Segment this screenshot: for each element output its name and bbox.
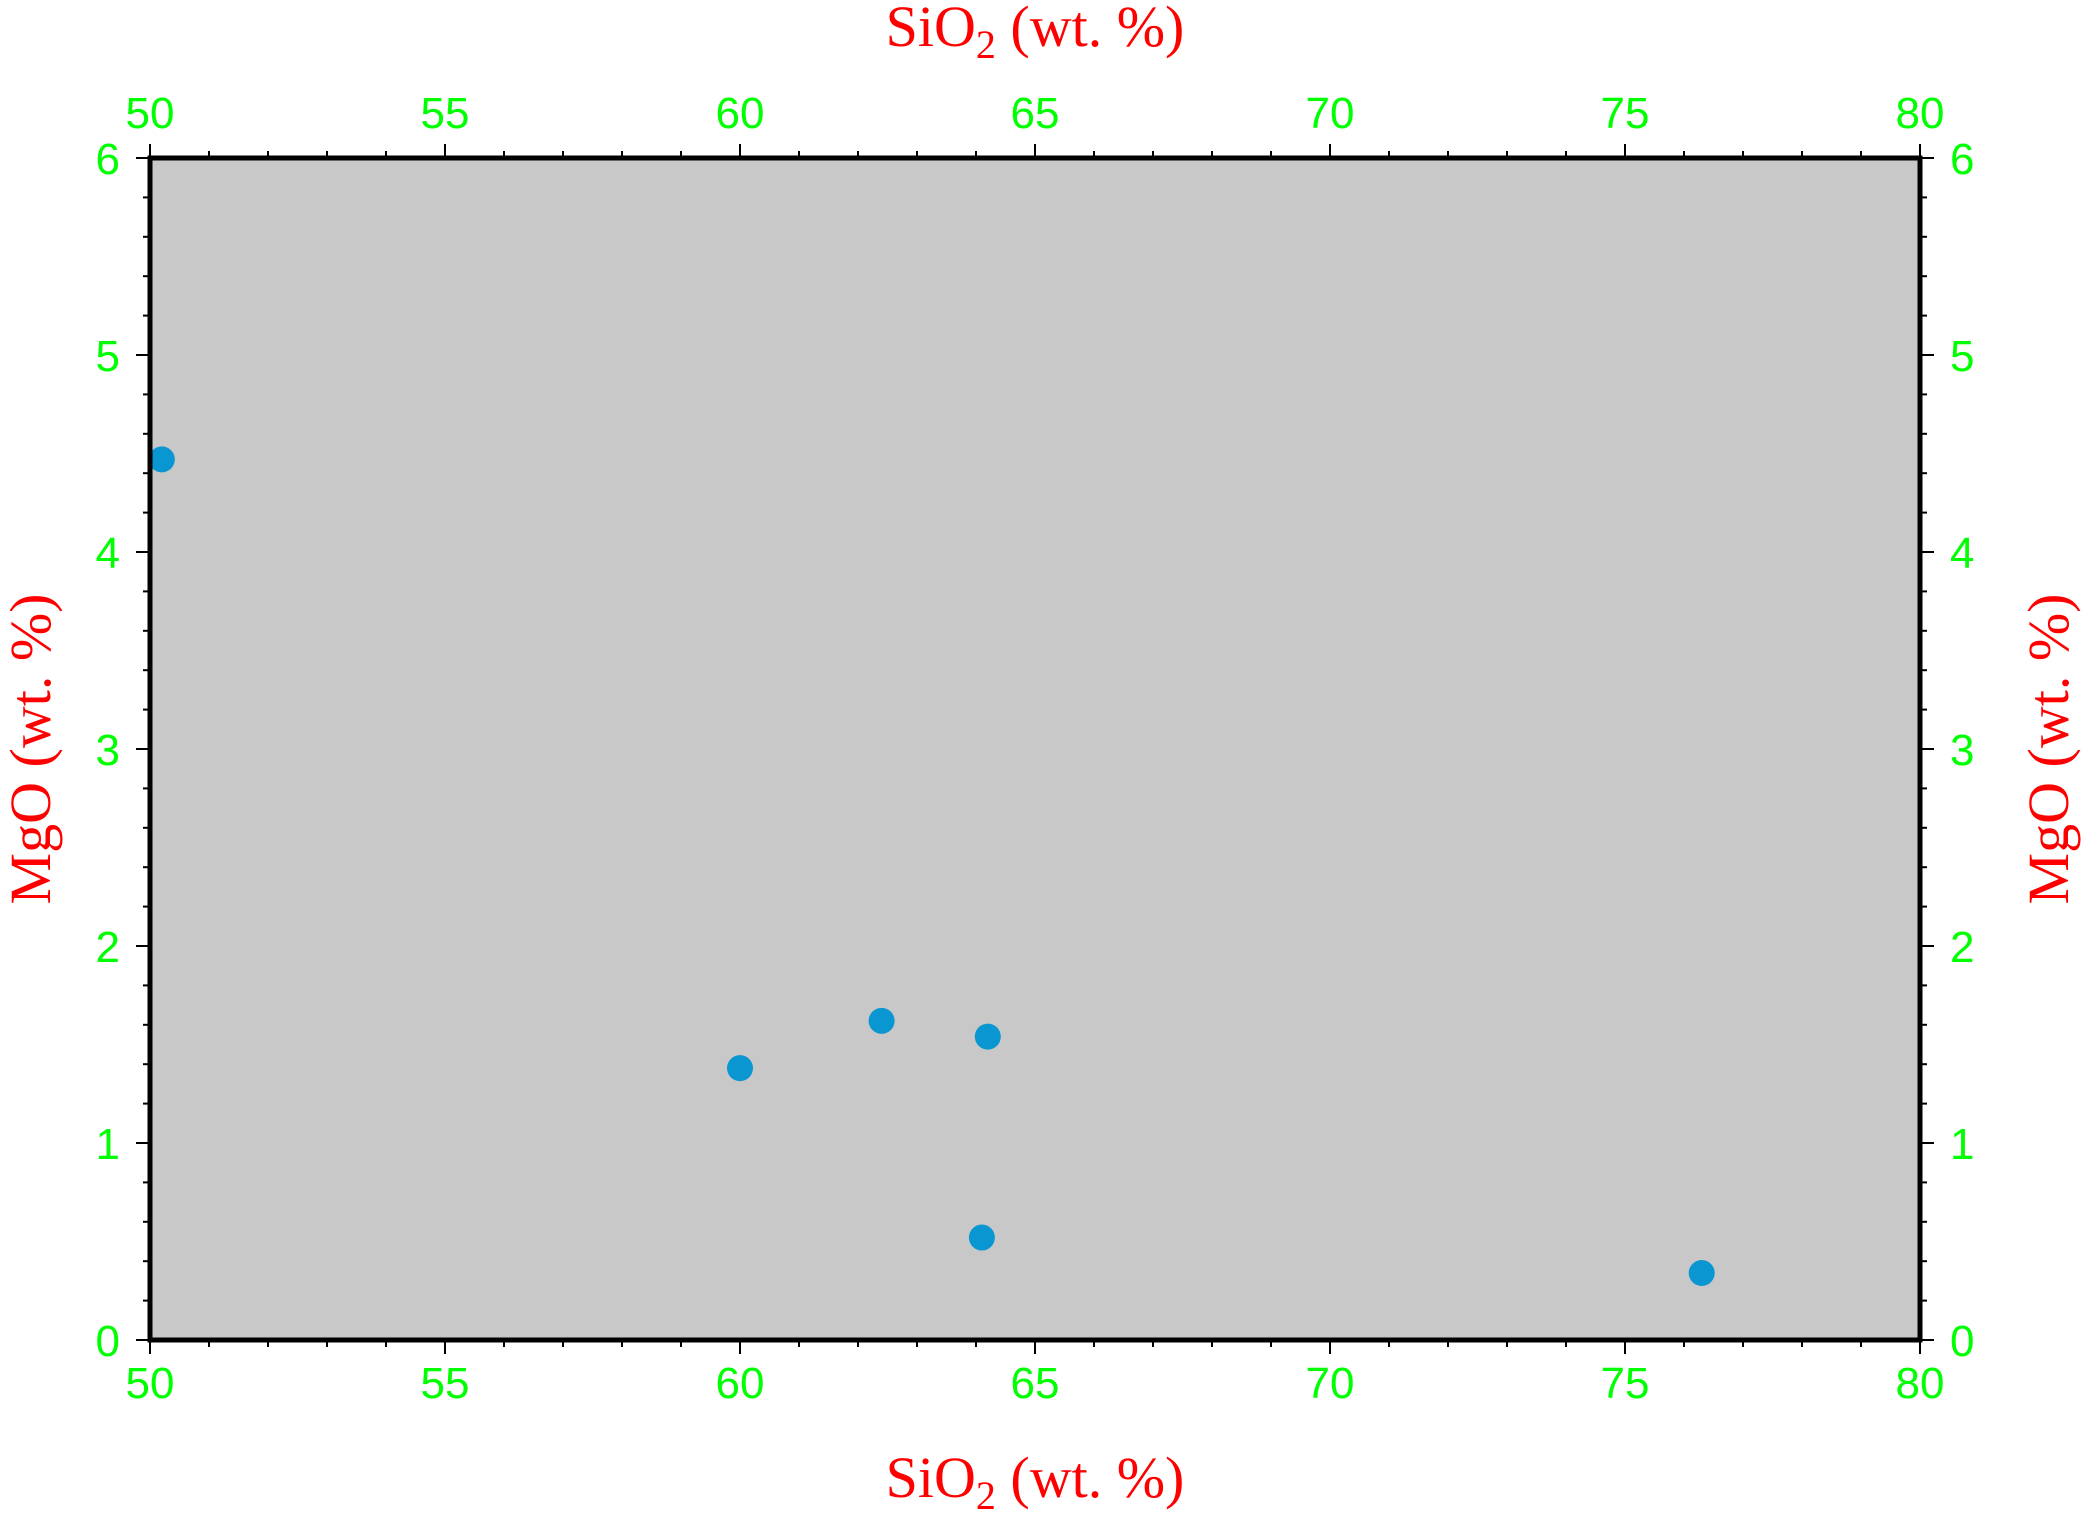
x-tick-label-bottom: 60 — [716, 1359, 765, 1408]
x-tick-label-bottom: 80 — [1896, 1359, 1945, 1408]
y-tick-label-left: 1 — [96, 1120, 120, 1169]
y-axis-title-left: MgO (wt. %) — [0, 594, 63, 905]
data-point — [1688, 1260, 1715, 1287]
x-axis-title-bottom: SiO2 (wt. %) — [886, 1445, 1185, 1513]
data-point — [868, 1007, 895, 1034]
data-point — [968, 1224, 995, 1251]
y-tick-label-right: 1 — [1950, 1120, 1974, 1169]
x-tick-label-bottom: 70 — [1306, 1359, 1355, 1408]
y-tick-label-right: 4 — [1950, 529, 1974, 578]
plot-frame — [147, 155, 1923, 1343]
y-tick-label-left: 6 — [96, 135, 120, 184]
y-tick-label-right: 0 — [1950, 1317, 1974, 1366]
y-tick-label-right: 2 — [1950, 923, 1974, 972]
plot-area — [150, 158, 1920, 1340]
x-tick-label-top: 55 — [421, 89, 470, 138]
y-tick-label-left: 3 — [96, 726, 120, 775]
data-point — [974, 1023, 1001, 1050]
y-axis-title-right: MgO (wt. %) — [2016, 594, 2081, 905]
data-points — [148, 446, 1715, 1287]
x-tick-label-top: 65 — [1011, 89, 1060, 138]
y-tick-label-left: 0 — [96, 1317, 120, 1366]
y-tick-label-right: 3 — [1950, 726, 1974, 775]
data-point — [727, 1055, 753, 1082]
x-tick-label-top: 60 — [716, 89, 765, 138]
y-tick-label-left: 5 — [96, 332, 120, 381]
y-tick-label-left: 4 — [96, 529, 120, 578]
x-tick-label-top: 75 — [1601, 89, 1650, 138]
x-tick-label-bottom: 50 — [126, 1359, 175, 1408]
x-tick-label-bottom: 65 — [1011, 1359, 1060, 1408]
y-tick-label-left: 2 — [96, 923, 120, 972]
y-tick-label-right: 6 — [1950, 135, 1974, 184]
x-tick-label-bottom: 75 — [1601, 1359, 1650, 1408]
x-tick-label-top: 80 — [1896, 89, 1945, 138]
x-tick-label-top: 50 — [126, 89, 175, 138]
x-tick-label-bottom: 55 — [421, 1359, 470, 1408]
y-tick-label-right: 5 — [1950, 332, 1974, 381]
data-point — [148, 446, 175, 473]
x-tick-label-top: 70 — [1306, 89, 1355, 138]
x-axis-title-top: SiO2 (wt. %) — [886, 0, 1185, 67]
